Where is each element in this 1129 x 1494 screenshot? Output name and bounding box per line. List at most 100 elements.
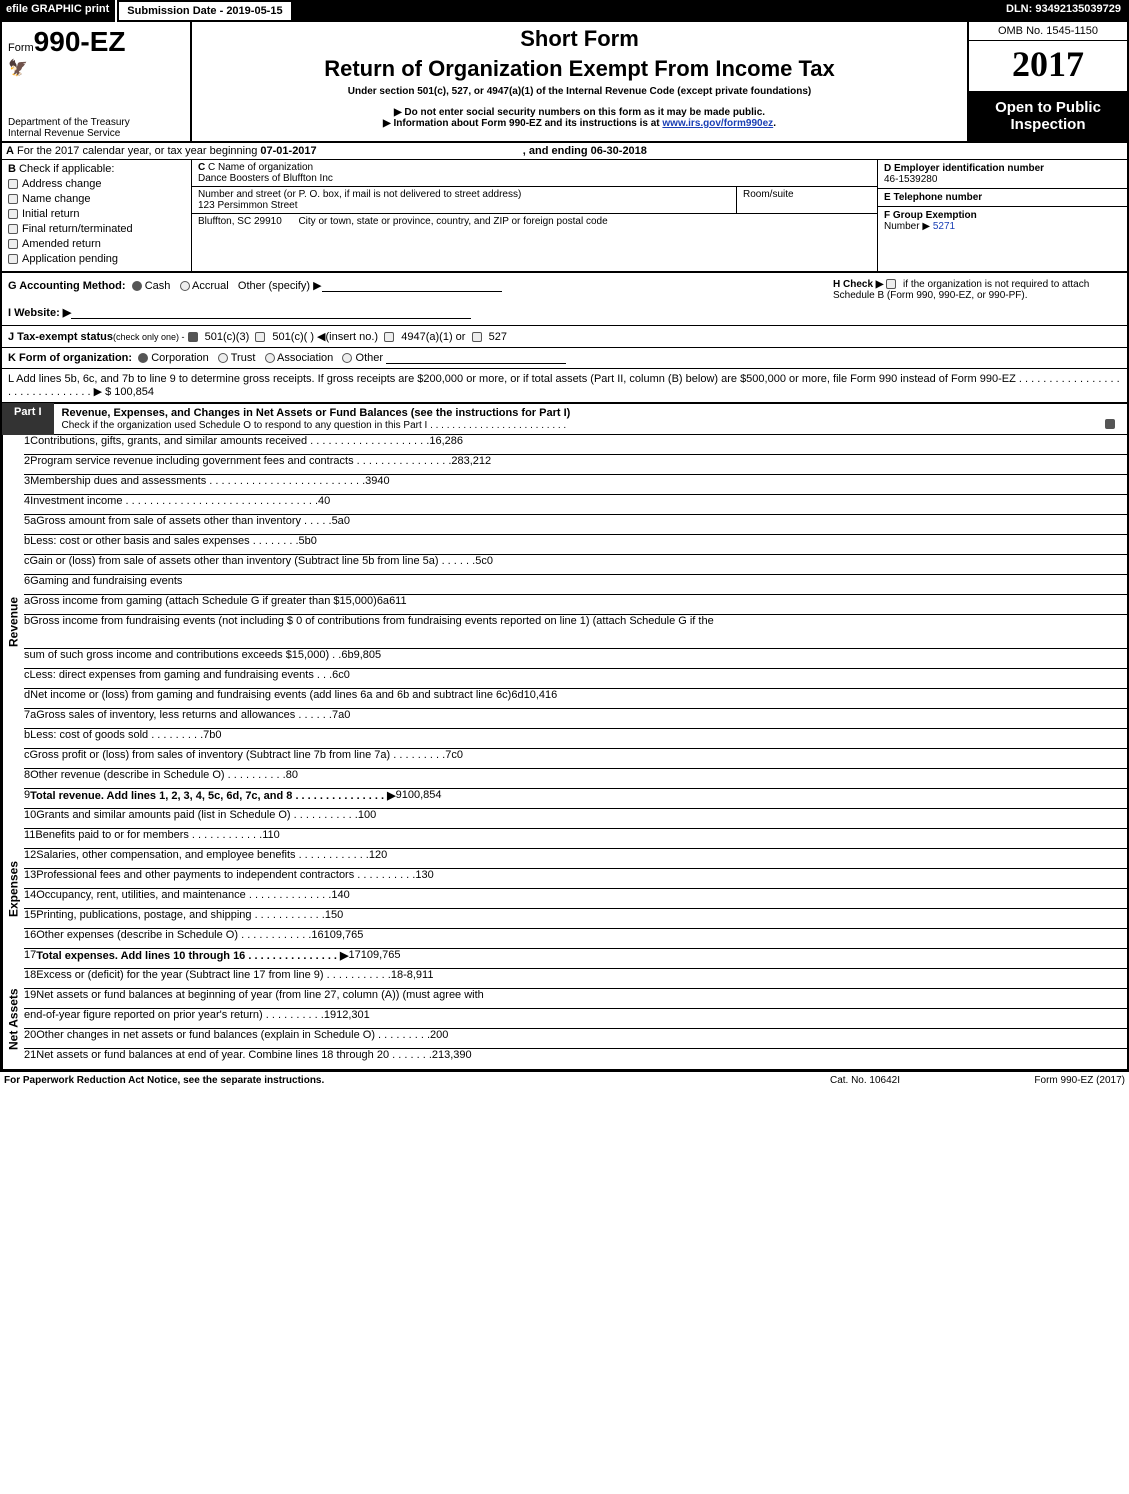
chk-schedule-o-part1[interactable] xyxy=(1105,419,1115,429)
radio-trust[interactable] xyxy=(218,353,228,363)
ln: 16 xyxy=(311,929,323,948)
sl: 6c xyxy=(332,669,344,688)
chk-address-change[interactable] xyxy=(8,179,18,189)
block-gh: G Accounting Method: Cash Accrual Other … xyxy=(0,273,1129,326)
d: Other expenses (describe in Schedule O) … xyxy=(36,929,311,948)
street-cell: Number and street (or P. O. box, if mail… xyxy=(192,187,737,213)
row-6b2: sum of such gross income and contributio… xyxy=(24,649,1127,669)
expenses-rows: 10Grants and similar amounts paid (list … xyxy=(24,809,1127,969)
row-7c: cGross profit or (loss) from sales of in… xyxy=(24,749,1127,769)
chk-501c3[interactable] xyxy=(188,332,198,342)
row-3: 3Membership dues and assessments . . . .… xyxy=(24,475,1127,495)
telephone-label: E Telephone number xyxy=(884,192,982,203)
radio-corporation[interactable] xyxy=(138,353,148,363)
ln: 5c xyxy=(475,555,487,574)
instructions-link-line: ▶ Information about Form 990-EZ and its … xyxy=(200,118,959,129)
dept-treasury: Department of the Treasury xyxy=(8,117,184,128)
chk-amended-return[interactable] xyxy=(8,239,18,249)
i-label: I Website: ▶ xyxy=(8,307,71,319)
row-6a: aGross income from gaming (attach Schedu… xyxy=(24,595,1127,615)
row-14: 14Occupancy, rent, utilities, and mainte… xyxy=(24,889,1127,909)
ln: 19 xyxy=(324,1009,336,1028)
chk-name-change[interactable] xyxy=(8,194,18,204)
row-1: 1Contributions, gifts, grants, and simil… xyxy=(24,435,1127,455)
radio-other[interactable] xyxy=(342,353,352,363)
instructions-link[interactable]: www.irs.gov/form990ez xyxy=(662,118,773,129)
lbl-address-change: Address change xyxy=(22,178,102,190)
lbl-initial-return: Initial return xyxy=(22,208,79,220)
omb-number: OMB No. 1545-1150 xyxy=(969,22,1127,41)
d: Net assets or fund balances at end of ye… xyxy=(36,1049,432,1069)
row-5a: 5aGross amount from sale of assets other… xyxy=(24,515,1127,535)
radio-association[interactable] xyxy=(265,353,275,363)
other-org-input[interactable] xyxy=(386,352,566,364)
n: 19 xyxy=(24,989,36,1008)
j-pre: J Tax-exempt status xyxy=(8,331,113,343)
chk-final-return[interactable] xyxy=(8,224,18,234)
group-exemption-cell: F Group Exemption Number ▶ 5271 xyxy=(878,207,1127,271)
spacer xyxy=(293,0,998,22)
group-exemption-label2: Number ▶ xyxy=(884,221,930,232)
efile-print-label[interactable]: efile GRAPHIC print xyxy=(0,0,117,22)
note2-post: . xyxy=(773,118,776,129)
line-l-gross-receipts: L Add lines 5b, 6c, and 7b to line 9 to … xyxy=(0,369,1129,403)
chk-501c[interactable] xyxy=(255,332,265,342)
chk-initial-return[interactable] xyxy=(8,209,18,219)
ln: 12 xyxy=(369,849,381,868)
city-cell: Bluffton, SC 29910 City or town, state o… xyxy=(192,214,877,271)
treasury-seal-icon: 🦅 xyxy=(8,58,184,78)
col-def: D Employer identification number 46-1539… xyxy=(877,160,1127,271)
address-row: Number and street (or P. O. box, if mail… xyxy=(192,187,877,214)
sv: 0 xyxy=(344,709,350,728)
d: Total expenses. Add lines 10 through 16 … xyxy=(36,949,348,968)
row-21: 21Net assets or fund balances at end of … xyxy=(24,1049,1127,1069)
org-name-label: C Name of organization xyxy=(208,162,313,173)
d: Gaming and fundraising events xyxy=(30,575,182,594)
org-name-value: Dance Boosters of Bluffton Inc xyxy=(198,173,333,184)
d: Professional fees and other payments to … xyxy=(36,869,415,888)
ssn-warning: ▶ Do not enter social security numbers o… xyxy=(200,107,959,118)
page-footer: For Paperwork Reduction Act Notice, see … xyxy=(0,1071,1129,1089)
sl: 5a xyxy=(332,515,344,534)
radio-accrual[interactable] xyxy=(180,281,190,291)
l-text: L Add lines 5b, 6c, and 7b to line 9 to … xyxy=(8,373,1120,398)
form-number-big: 990-EZ xyxy=(34,26,126,57)
row-19: 19Net assets or fund balances at beginni… xyxy=(24,989,1127,1009)
ln: 20 xyxy=(430,1029,442,1048)
ln: 17 xyxy=(349,949,361,968)
opt-corporation: Corporation xyxy=(151,352,208,364)
row-11: 11Benefits paid to or for members . . . … xyxy=(24,829,1127,849)
n: 17 xyxy=(24,949,36,968)
form-subtitle: Under section 501(c), 527, or 4947(a)(1)… xyxy=(200,86,959,97)
short-form-label: Short Form xyxy=(200,26,959,52)
website-input[interactable] xyxy=(71,307,471,319)
ln: 18 xyxy=(391,969,403,988)
d-bold: Total expenses. Add lines 10 through 16 … xyxy=(36,950,348,962)
v: 83,212 xyxy=(458,455,492,474)
part-1-desc: Revenue, Expenses, and Changes in Net As… xyxy=(54,403,1127,435)
n: 10 xyxy=(24,809,36,828)
radio-cash[interactable] xyxy=(132,281,142,291)
room-cell: Room/suite xyxy=(737,187,877,213)
lbl-name-change: Name change xyxy=(22,193,91,205)
net-assets-sidebar: Net Assets xyxy=(2,969,24,1069)
chk-4947[interactable] xyxy=(384,332,394,342)
opt-other: Other (specify) ▶ xyxy=(238,280,322,292)
col-b-checkboxes: B Check if applicable: Address change Na… xyxy=(2,160,192,271)
v: 12,301 xyxy=(336,1009,370,1028)
street-label: Number and street (or P. O. box, if mail… xyxy=(198,189,521,200)
chk-schedule-b[interactable] xyxy=(886,279,896,289)
d: Gross amount from sale of assets other t… xyxy=(36,515,331,534)
submission-date: Submission Date - 2019-05-15 xyxy=(117,0,292,22)
sv: 0 xyxy=(311,535,317,554)
sl: 5b xyxy=(299,535,311,554)
chk-527[interactable] xyxy=(472,332,482,342)
other-specify-input[interactable] xyxy=(322,280,502,292)
d: Net assets or fund balances at beginning… xyxy=(36,989,484,1008)
v: 940 xyxy=(371,475,389,494)
ln: 13 xyxy=(415,869,427,888)
group-exemption-value[interactable]: 5271 xyxy=(933,221,955,232)
chk-application-pending[interactable] xyxy=(8,254,18,264)
n: 11 xyxy=(24,829,35,848)
line-h-schedule-b: H Check ▶ if the organization is not req… xyxy=(827,273,1127,325)
